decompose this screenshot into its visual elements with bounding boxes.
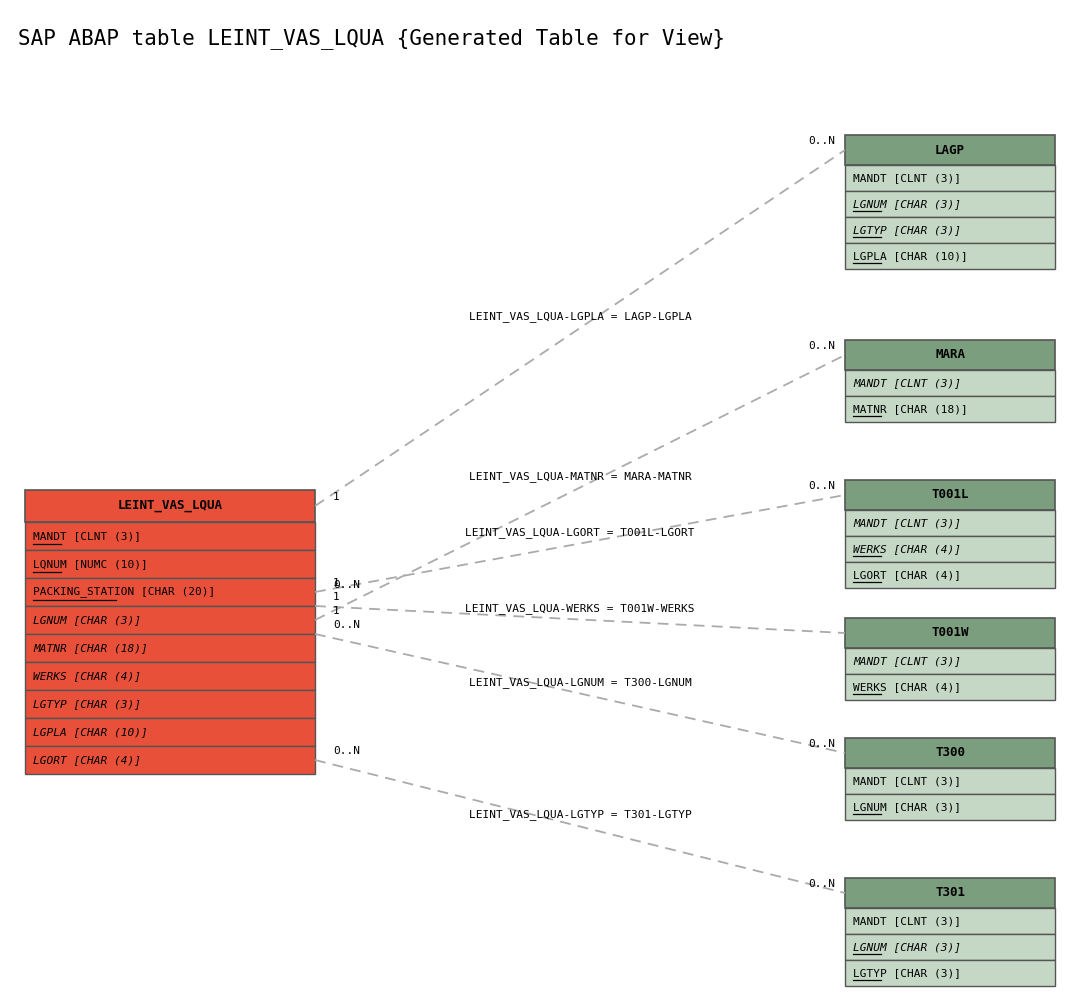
Text: LEINT_VAS_LQUA-WERKS = T001W-WERKS: LEINT_VAS_LQUA-WERKS = T001W-WERKS	[465, 602, 694, 613]
Text: LGPLA [CHAR (10)]: LGPLA [CHAR (10)]	[853, 251, 968, 261]
Text: LQNUM [NUMC (10)]: LQNUM [NUMC (10)]	[33, 559, 148, 569]
Text: MATNR [CHAR (18)]: MATNR [CHAR (18)]	[33, 643, 148, 653]
Text: WERKS [CHAR (4)]: WERKS [CHAR (4)]	[33, 671, 141, 681]
Text: 0..N: 0..N	[808, 136, 835, 146]
Text: MANDT [CLNT (3)]: MANDT [CLNT (3)]	[853, 518, 961, 528]
FancyBboxPatch shape	[25, 690, 315, 718]
Text: LAGP: LAGP	[935, 143, 965, 156]
FancyBboxPatch shape	[845, 934, 1055, 960]
FancyBboxPatch shape	[25, 718, 315, 746]
FancyBboxPatch shape	[25, 662, 315, 690]
FancyBboxPatch shape	[25, 746, 315, 774]
Text: T300: T300	[935, 746, 965, 759]
FancyBboxPatch shape	[25, 578, 315, 606]
Text: 0..N: 0..N	[808, 341, 835, 351]
Text: 1: 1	[333, 606, 340, 616]
FancyBboxPatch shape	[845, 878, 1055, 908]
Text: LEINT_VAS_LQUA: LEINT_VAS_LQUA	[117, 500, 222, 513]
FancyBboxPatch shape	[845, 191, 1055, 217]
Text: LGTYP [CHAR (3)]: LGTYP [CHAR (3)]	[853, 968, 961, 978]
Text: LEINT_VAS_LQUA-LGORT = T001L-LGORT: LEINT_VAS_LQUA-LGORT = T001L-LGORT	[465, 527, 694, 538]
FancyBboxPatch shape	[845, 135, 1055, 165]
Text: MANDT [CLNT (3)]: MANDT [CLNT (3)]	[853, 378, 961, 388]
Text: LEINT_VAS_LQUA-LGPLA = LAGP-LGPLA: LEINT_VAS_LQUA-LGPLA = LAGP-LGPLA	[469, 311, 691, 322]
FancyBboxPatch shape	[845, 908, 1055, 934]
Text: MANDT [CLNT (3)]: MANDT [CLNT (3)]	[853, 173, 961, 183]
Text: PACKING_STATION [CHAR (20)]: PACKING_STATION [CHAR (20)]	[33, 586, 215, 597]
FancyBboxPatch shape	[845, 165, 1055, 191]
FancyBboxPatch shape	[25, 522, 315, 550]
FancyBboxPatch shape	[25, 606, 315, 634]
FancyBboxPatch shape	[845, 217, 1055, 243]
Text: LGORT [CHAR (4)]: LGORT [CHAR (4)]	[853, 570, 961, 580]
Text: 0..N: 0..N	[808, 481, 835, 491]
FancyBboxPatch shape	[845, 370, 1055, 396]
FancyBboxPatch shape	[845, 794, 1055, 820]
FancyBboxPatch shape	[845, 340, 1055, 370]
Text: MANDT [CLNT (3)]: MANDT [CLNT (3)]	[853, 916, 961, 926]
Text: 0..N
1: 0..N 1	[333, 580, 360, 602]
FancyBboxPatch shape	[845, 243, 1055, 269]
FancyBboxPatch shape	[845, 562, 1055, 588]
Text: 1: 1	[333, 578, 340, 588]
Text: 1: 1	[333, 492, 340, 502]
Text: SAP ABAP table LEINT_VAS_LQUA {Generated Table for View}: SAP ABAP table LEINT_VAS_LQUA {Generated…	[18, 28, 725, 49]
Text: 0..N: 0..N	[808, 739, 835, 749]
FancyBboxPatch shape	[25, 634, 315, 662]
Text: LGPLA [CHAR (10)]: LGPLA [CHAR (10)]	[33, 727, 148, 737]
Text: WERKS [CHAR (4)]: WERKS [CHAR (4)]	[853, 544, 961, 554]
Text: LGORT [CHAR (4)]: LGORT [CHAR (4)]	[33, 755, 141, 765]
FancyBboxPatch shape	[25, 490, 315, 522]
FancyBboxPatch shape	[845, 768, 1055, 794]
Text: LGNUM [CHAR (3)]: LGNUM [CHAR (3)]	[853, 199, 961, 209]
Text: 0..N: 0..N	[808, 879, 835, 889]
Text: LEINT_VAS_LQUA-MATNR = MARA-MATNR: LEINT_VAS_LQUA-MATNR = MARA-MATNR	[469, 470, 691, 481]
Text: MARA: MARA	[935, 349, 965, 362]
FancyBboxPatch shape	[845, 396, 1055, 422]
Text: MANDT [CLNT (3)]: MANDT [CLNT (3)]	[853, 776, 961, 786]
FancyBboxPatch shape	[845, 618, 1055, 648]
FancyBboxPatch shape	[25, 550, 315, 578]
Text: LGTYP [CHAR (3)]: LGTYP [CHAR (3)]	[853, 225, 961, 235]
Text: 0..N: 0..N	[333, 620, 360, 630]
FancyBboxPatch shape	[845, 674, 1055, 700]
FancyBboxPatch shape	[845, 510, 1055, 536]
Text: MATNR [CHAR (18)]: MATNR [CHAR (18)]	[853, 404, 968, 414]
Text: LGTYP [CHAR (3)]: LGTYP [CHAR (3)]	[33, 699, 141, 709]
Text: 0..N: 0..N	[333, 746, 360, 756]
FancyBboxPatch shape	[845, 960, 1055, 986]
Text: LEINT_VAS_LQUA-LGTYP = T301-LGTYP: LEINT_VAS_LQUA-LGTYP = T301-LGTYP	[469, 809, 691, 820]
Text: T001W: T001W	[931, 626, 969, 639]
FancyBboxPatch shape	[845, 536, 1055, 562]
Text: WERKS [CHAR (4)]: WERKS [CHAR (4)]	[853, 682, 961, 692]
Text: LGNUM [CHAR (3)]: LGNUM [CHAR (3)]	[853, 802, 961, 812]
Text: LEINT_VAS_LQUA-LGNUM = T300-LGNUM: LEINT_VAS_LQUA-LGNUM = T300-LGNUM	[469, 677, 691, 688]
Text: LGNUM [CHAR (3)]: LGNUM [CHAR (3)]	[853, 942, 961, 952]
Text: MANDT [CLNT (3)]: MANDT [CLNT (3)]	[33, 531, 141, 541]
Text: MANDT [CLNT (3)]: MANDT [CLNT (3)]	[853, 656, 961, 666]
Text: T301: T301	[935, 887, 965, 900]
Text: T001L: T001L	[931, 488, 969, 502]
FancyBboxPatch shape	[845, 648, 1055, 674]
FancyBboxPatch shape	[845, 738, 1055, 768]
Text: LGNUM [CHAR (3)]: LGNUM [CHAR (3)]	[33, 615, 141, 625]
FancyBboxPatch shape	[845, 480, 1055, 510]
